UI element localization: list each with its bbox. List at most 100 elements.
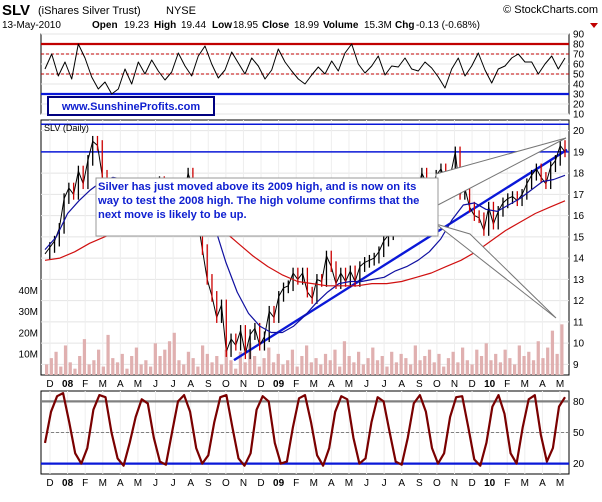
y-tick-top-oscillator-6: 30 (573, 90, 585, 101)
y-tick-top-oscillator-2: 70 (573, 50, 585, 61)
x-tick-price-19: J (382, 379, 387, 390)
volume-bar (238, 351, 243, 375)
volume-bar (205, 353, 209, 375)
chg-value: -0.13 (-0.68%) (416, 20, 480, 31)
volume-bar (82, 339, 87, 375)
y-tick-top-oscillator-1: 80 (573, 40, 585, 51)
volume-bar (432, 362, 436, 375)
x-tick-bottom-oscillator-4: A (117, 478, 124, 489)
y-tick-volume-3: 10M (19, 349, 38, 360)
x-tick-price-23: N (451, 379, 458, 390)
volume-bar (191, 358, 195, 375)
volume-bar (271, 362, 276, 375)
volume-bar (328, 360, 332, 375)
high-label: High (154, 20, 176, 31)
volume-bar (92, 360, 96, 375)
volume-bar (305, 345, 309, 375)
volume-bar (234, 368, 238, 375)
volume-bar (45, 364, 49, 375)
y-tick-price-9: 11 (573, 317, 584, 328)
volume-bar (442, 366, 446, 375)
y-tick-price-4: 16 (573, 211, 585, 222)
volume-bar (522, 356, 526, 375)
volume-bar (54, 351, 58, 375)
y-tick-top-oscillator-3: 60 (573, 60, 585, 71)
volume-bar (541, 358, 545, 375)
volume-bar (153, 343, 157, 375)
x-tick-bottom-oscillator-10: O (222, 478, 230, 489)
trendline-0 (233, 148, 568, 362)
volume-bar (276, 353, 280, 375)
reference-lines (41, 42, 569, 465)
high-value: 19.44 (181, 20, 206, 31)
x-tick-bottom-oscillator-7: J (171, 478, 176, 489)
volume-bar (219, 364, 224, 375)
x-tick-price-22: O (433, 379, 441, 390)
volume-bar (167, 341, 172, 375)
volume-bar (531, 360, 536, 375)
x-tick-bottom-oscillator-18: J (364, 478, 369, 489)
x-tick-bottom-oscillator-23: N (451, 478, 458, 489)
y-tick-volume-0: 40M (19, 286, 38, 297)
x-tick-price-14: F (293, 379, 299, 390)
watermark: www.SunshineProfits.com (61, 101, 201, 113)
volume-bar (314, 358, 318, 375)
series-line-top-oscillator-0 (44, 43, 566, 95)
volume-bars (45, 324, 564, 375)
volume-bar (427, 349, 432, 375)
x-tick-bottom-oscillator-15: M (310, 478, 318, 489)
x-tick-price-5: M (134, 379, 142, 390)
volume-bar (201, 345, 205, 375)
x-tick-price-13: 09 (273, 379, 285, 390)
volume-bar (149, 366, 153, 375)
volume-bar (513, 364, 517, 375)
x-tick-price-28: A (539, 379, 546, 390)
y-tick-volume-1: 30M (19, 307, 38, 318)
tick-labels: 9080706050403020102019181716151413121110… (19, 30, 585, 490)
volume-bar (361, 364, 365, 375)
x-tick-bottom-oscillator-11: N (240, 478, 247, 489)
y-tick-price-8: 12 (573, 296, 585, 307)
volume-bar (366, 358, 370, 375)
volume-bar (423, 356, 427, 375)
volume-bar (390, 351, 394, 375)
close-value: 18.99 (294, 20, 319, 31)
volume-bar (139, 364, 143, 375)
y-tick-price-10: 10 (573, 339, 585, 350)
y-tick-top-oscillator-0: 90 (573, 30, 585, 41)
volume-bar (49, 358, 53, 375)
x-tick-bottom-oscillator-17: M (345, 478, 353, 489)
volume-bar (120, 353, 124, 375)
volume-bar (101, 366, 105, 375)
volume-bar (210, 362, 214, 375)
x-tick-bottom-oscillator-16: A (328, 478, 335, 489)
volume-bar (527, 351, 531, 375)
exchange: NYSE (166, 5, 196, 17)
x-tick-price-4: A (117, 379, 124, 390)
x-tick-price-10: O (222, 379, 230, 390)
open-value: 19.23 (124, 20, 149, 31)
volume-bar (375, 360, 380, 375)
y-tick-price-1: 19 (573, 147, 585, 158)
volume-bar (68, 362, 72, 375)
volume-bar (347, 356, 351, 375)
volume-bar (186, 351, 191, 375)
volume-bar (371, 347, 375, 375)
x-tick-price-24: D (468, 379, 475, 390)
volume-bar (134, 347, 139, 375)
y-tick-bottom-oscillator-2: 20 (573, 459, 585, 470)
volume-bar (503, 349, 507, 375)
x-tick-bottom-oscillator-14: F (293, 478, 299, 489)
y-tick-top-oscillator-8: 10 (573, 110, 585, 121)
annotation-box (95, 177, 439, 237)
volume-bar (338, 366, 342, 375)
x-tick-price-0: D (46, 379, 53, 390)
volume-bar (253, 356, 257, 375)
volume-bar (172, 332, 176, 375)
x-tick-bottom-oscillator-13: 09 (273, 478, 285, 489)
y-tick-price-7: 13 (573, 275, 585, 286)
x-tick-bottom-oscillator-8: A (187, 478, 194, 489)
volume-bar (215, 356, 219, 375)
volume-bar (59, 366, 63, 375)
volume-bar (182, 364, 186, 375)
